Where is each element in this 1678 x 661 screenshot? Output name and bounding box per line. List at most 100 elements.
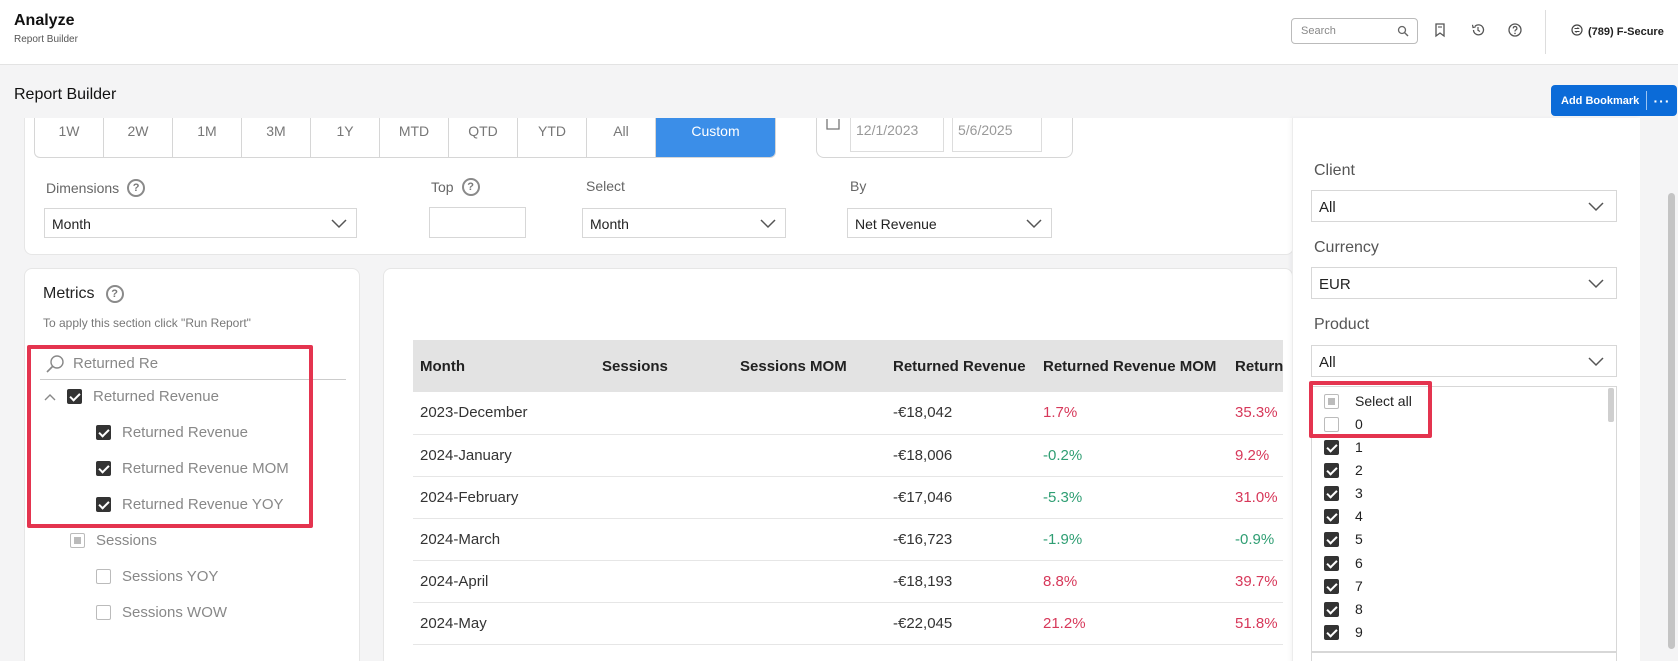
history-icon[interactable] bbox=[1470, 22, 1486, 38]
calendar-icon[interactable] bbox=[826, 118, 840, 136]
range-all[interactable]: All bbox=[587, 118, 656, 157]
client-value: All bbox=[1319, 199, 1336, 216]
report-table-wrap: Month Sessions Sessions MOM Returned Rev… bbox=[413, 340, 1283, 645]
range-ytd[interactable]: YTD bbox=[518, 118, 587, 157]
start-date-field[interactable]: 12/1/2023 bbox=[850, 118, 944, 152]
option-item[interactable]: 4 bbox=[1324, 508, 1363, 524]
column-header-sessions[interactable]: Sessions bbox=[595, 340, 733, 392]
option-select-all[interactable]: Select all bbox=[1324, 393, 1412, 409]
product-value: All bbox=[1319, 354, 1336, 371]
cell-returned-revenue-mom: 21.2% bbox=[1036, 602, 1228, 645]
checkbox[interactable] bbox=[70, 533, 85, 548]
top-input[interactable] bbox=[429, 207, 526, 238]
dimensions-help-icon[interactable]: ? bbox=[127, 179, 146, 197]
tree-item-returned-revenue[interactable]: Returned Revenue bbox=[96, 424, 248, 441]
bookmark-icon[interactable] bbox=[1432, 22, 1448, 38]
checkbox[interactable] bbox=[1324, 485, 1339, 501]
option-item[interactable]: 1 bbox=[1324, 439, 1363, 455]
currency-select[interactable]: EUR bbox=[1311, 267, 1617, 299]
tree-item-sessions-yoy[interactable]: Sessions YOY bbox=[96, 568, 218, 585]
checkbox[interactable] bbox=[1324, 531, 1339, 547]
cell-sessions-mom bbox=[733, 434, 886, 477]
cell-month: 2023-December bbox=[413, 392, 595, 435]
range-mtd[interactable]: MTD bbox=[380, 118, 449, 157]
checkbox[interactable] bbox=[1324, 393, 1339, 409]
tree-item-sessions-wow[interactable]: Sessions WOW bbox=[96, 604, 227, 621]
product-select[interactable]: All bbox=[1311, 345, 1617, 377]
tree-item-label: Returned Revenue bbox=[93, 388, 219, 405]
checkbox[interactable] bbox=[1324, 508, 1339, 524]
range-qtd[interactable]: QTD bbox=[449, 118, 518, 157]
option-item[interactable]: 8 bbox=[1324, 601, 1363, 617]
option-label: Select all bbox=[1355, 393, 1412, 409]
column-header-sessions-mom[interactable]: Sessions MOM bbox=[733, 340, 886, 392]
search-icon[interactable] bbox=[1397, 24, 1409, 42]
cell-returned-revenue-mom: -5.3% bbox=[1036, 476, 1228, 519]
checkbox[interactable] bbox=[1324, 555, 1339, 571]
option-item[interactable]: 0 bbox=[1324, 416, 1363, 432]
range-1m[interactable]: 1M bbox=[173, 118, 242, 157]
top-help-icon[interactable]: ? bbox=[461, 178, 480, 196]
range-1y[interactable]: 1Y bbox=[311, 118, 380, 157]
chevron-up-icon[interactable] bbox=[44, 388, 56, 405]
column-header-returned-revenue-yoy[interactable]: Returned Revenue YOY bbox=[1228, 340, 1283, 392]
range-1w[interactable]: 1W bbox=[35, 118, 104, 157]
checkbox[interactable] bbox=[96, 425, 111, 440]
metrics-help-icon[interactable]: ? bbox=[105, 285, 124, 303]
add-bookmark-button[interactable]: Add Bookmark ··· bbox=[1551, 85, 1677, 116]
more-options-icon[interactable]: ··· bbox=[1653, 92, 1671, 109]
checkbox[interactable] bbox=[1324, 601, 1339, 617]
metric-search-input[interactable] bbox=[73, 355, 333, 372]
range-custom[interactable]: Custom bbox=[656, 118, 775, 157]
page-title: Report Builder bbox=[14, 86, 117, 103]
range-3m[interactable]: 3M bbox=[242, 118, 311, 157]
checkbox[interactable] bbox=[96, 569, 111, 584]
metrics-title-row: Metrics ? bbox=[43, 285, 124, 303]
global-search bbox=[1291, 18, 1418, 44]
dimensions-select[interactable]: Month bbox=[44, 208, 357, 238]
client-select[interactable]: All bbox=[1311, 190, 1617, 222]
top-bar: Analyze Report Builder (789) F-Secure bbox=[0, 0, 1678, 65]
cell-returned-revenue: -€18,042 bbox=[886, 392, 1036, 435]
cell-sessions-mom bbox=[733, 560, 886, 603]
column-header-returned-revenue-mom[interactable]: Returned Revenue MOM bbox=[1036, 340, 1228, 392]
checkbox[interactable] bbox=[1324, 416, 1339, 432]
cell-returned-revenue: -€17,046 bbox=[886, 476, 1036, 519]
search-input[interactable] bbox=[1292, 19, 1388, 43]
tree-item-label: Returned Revenue MOM bbox=[122, 460, 289, 477]
help-icon[interactable] bbox=[1507, 22, 1523, 38]
tree-item-returned-revenue-yoy[interactable]: Returned Revenue YOY bbox=[96, 496, 284, 513]
column-header-returned-revenue[interactable]: Returned Revenue bbox=[886, 340, 1036, 392]
product-list-scrollbar[interactable] bbox=[1608, 388, 1614, 422]
checkbox[interactable] bbox=[1324, 462, 1339, 478]
checkbox[interactable] bbox=[67, 389, 82, 404]
currency-value: EUR bbox=[1319, 276, 1351, 293]
cell-returned-revenue-yoy: 9.2% bbox=[1228, 434, 1283, 477]
checkbox[interactable] bbox=[96, 461, 111, 476]
account-switcher[interactable]: (789) F-Secure bbox=[1571, 24, 1664, 39]
checkbox[interactable] bbox=[1324, 578, 1339, 594]
option-item[interactable]: 7 bbox=[1324, 578, 1363, 594]
tree-item-sessions-group[interactable]: Sessions bbox=[70, 532, 157, 549]
checkbox[interactable] bbox=[1324, 439, 1339, 455]
tree-item-returned-revenue-group[interactable]: Returned Revenue bbox=[44, 388, 219, 405]
end-date-field[interactable]: 5/6/2025 bbox=[952, 118, 1042, 152]
option-item[interactable]: 6 bbox=[1324, 555, 1363, 571]
by-select[interactable]: Net Revenue bbox=[847, 208, 1052, 238]
select-dropdown[interactable]: Month bbox=[582, 208, 786, 238]
checkbox[interactable] bbox=[1324, 624, 1339, 640]
cell-returned-revenue-yoy: 39.7% bbox=[1228, 560, 1283, 603]
range-2w[interactable]: 2W bbox=[104, 118, 173, 157]
checkbox[interactable] bbox=[96, 497, 111, 512]
option-item[interactable]: 9 bbox=[1324, 624, 1363, 640]
column-header-month[interactable]: Month bbox=[413, 340, 595, 392]
option-item[interactable]: 2 bbox=[1324, 462, 1363, 478]
option-label: 5 bbox=[1355, 531, 1363, 547]
option-item[interactable]: 3 bbox=[1324, 485, 1363, 501]
app-title: Analyze bbox=[14, 12, 75, 29]
tree-item-label: Returned Revenue YOY bbox=[122, 496, 284, 513]
option-item[interactable]: 5 bbox=[1324, 531, 1363, 547]
checkbox[interactable] bbox=[96, 605, 111, 620]
page-scrollbar[interactable] bbox=[1668, 193, 1675, 649]
tree-item-returned-revenue-mom[interactable]: Returned Revenue MOM bbox=[96, 460, 289, 477]
